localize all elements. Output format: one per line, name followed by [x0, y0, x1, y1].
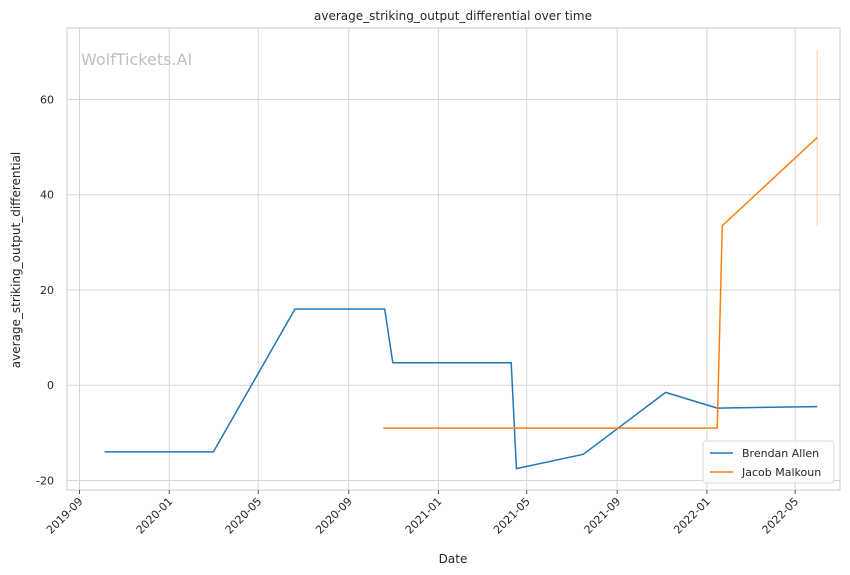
x-tick-label: 2021-01 [403, 495, 445, 537]
x-tick-label: 2022-01 [671, 495, 713, 537]
y-tick-label: 20 [40, 284, 54, 297]
legend-label-jacob-malkoun: Jacob Malkoun [741, 466, 821, 479]
series-line-brendan-allen [104, 308, 818, 470]
y-axis-ticks: -20 0 20 40 60 [36, 93, 54, 487]
y-axis-label: average_striking_output_differential [9, 152, 23, 368]
legend-box [702, 440, 835, 484]
plot-background [67, 28, 840, 490]
chart-title: average_striking_output_differential ove… [314, 9, 592, 23]
x-tick-label: 2019-09 [44, 495, 86, 537]
x-tick-label: 2021-09 [582, 495, 624, 537]
x-axis-label: Date [439, 552, 468, 566]
watermark: WolfTickets.AI [81, 50, 192, 69]
legend: Brendan Allen Jacob Malkoun [702, 440, 835, 484]
x-tick-label: 2021-05 [491, 495, 533, 537]
x-tick-label: 2020-09 [313, 495, 355, 537]
x-tick-label: 2020-01 [134, 495, 176, 537]
y-tick-label: 0 [47, 379, 54, 392]
y-tick-label: -20 [36, 474, 54, 487]
y-tick-label: 60 [40, 93, 54, 106]
series-lines [104, 136, 818, 470]
x-tick-label: 2022-05 [760, 495, 802, 537]
y-tick-label: 40 [40, 189, 54, 202]
x-axis-ticks: 2019-09 2020-01 2020-05 2020-09 2021-01 2021-… [44, 490, 801, 537]
legend-label-brendan-allen: Brendan Allen [742, 447, 819, 460]
x-tick-label: 2020-05 [223, 495, 265, 537]
series-line-jacob-malkoun [383, 136, 818, 429]
plot-frame [66, 27, 841, 491]
